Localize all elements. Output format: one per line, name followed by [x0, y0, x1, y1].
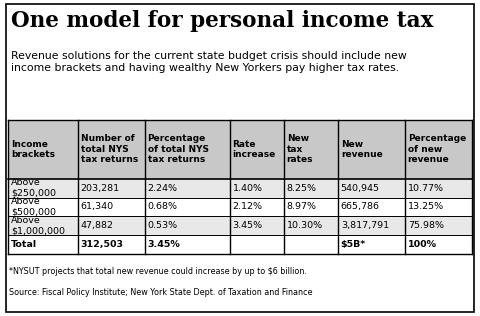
Text: Above
$500,000: Above $500,000 [11, 197, 56, 217]
Text: 13.25%: 13.25% [408, 203, 444, 211]
Text: 0.53%: 0.53% [147, 222, 178, 230]
Text: One model for personal income tax: One model for personal income tax [11, 10, 433, 32]
Text: Rate
increase: Rate increase [233, 140, 276, 159]
Text: 1.40%: 1.40% [233, 184, 263, 192]
Text: Above
$250,000: Above $250,000 [11, 178, 56, 198]
Text: Above
$1,000,000: Above $1,000,000 [11, 216, 65, 236]
Text: Income
brackets: Income brackets [11, 140, 55, 159]
Text: 61,340: 61,340 [81, 203, 114, 211]
Text: Percentage
of total NYS
tax returns: Percentage of total NYS tax returns [147, 134, 209, 164]
Text: Number of
total NYS
tax returns: Number of total NYS tax returns [81, 134, 138, 164]
Text: 312,503: 312,503 [81, 240, 123, 249]
Text: 2.24%: 2.24% [147, 184, 178, 192]
Text: 10.30%: 10.30% [287, 222, 323, 230]
Text: Total: Total [11, 240, 37, 249]
Text: Source: Fiscal Policy Institute; New York State Dept. of Taxation and Finance: Source: Fiscal Policy Institute; New Yor… [9, 288, 312, 296]
Text: 2.12%: 2.12% [233, 203, 263, 211]
Text: 75.98%: 75.98% [408, 222, 444, 230]
Text: 0.68%: 0.68% [147, 203, 178, 211]
Text: 47,882: 47,882 [81, 222, 114, 230]
Text: *NYSUT projects that total new revenue could increase by up to $6 billion.: *NYSUT projects that total new revenue c… [9, 267, 307, 276]
Text: 10.77%: 10.77% [408, 184, 444, 192]
Text: 540,945: 540,945 [341, 184, 380, 192]
Text: $5B*: $5B* [341, 240, 366, 249]
Text: Percentage
of new
revenue: Percentage of new revenue [408, 134, 466, 164]
Text: New
tax
rates: New tax rates [287, 134, 313, 164]
Text: 8.97%: 8.97% [287, 203, 317, 211]
Text: 203,281: 203,281 [81, 184, 120, 192]
Text: 8.25%: 8.25% [287, 184, 317, 192]
Text: 3.45%: 3.45% [147, 240, 180, 249]
Text: Revenue solutions for the current state budget crisis should include new
income : Revenue solutions for the current state … [11, 51, 406, 73]
Text: 100%: 100% [408, 240, 437, 249]
Text: 3,817,791: 3,817,791 [341, 222, 389, 230]
Text: New
revenue: New revenue [341, 140, 383, 159]
Text: 3.45%: 3.45% [233, 222, 263, 230]
Text: 665,786: 665,786 [341, 203, 380, 211]
